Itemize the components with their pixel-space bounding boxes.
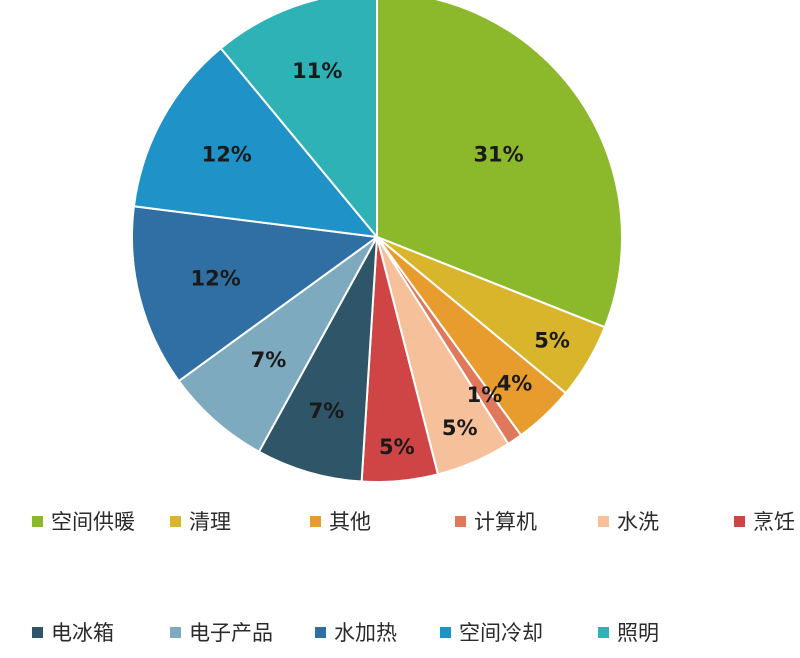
legend-label: 水加热: [334, 621, 397, 645]
data-label-1: 5%: [534, 329, 570, 353]
legend-label: 计算机: [474, 510, 537, 534]
pie-data-labels: 31%5%4%1%5%5%7%7%12%12%11%: [191, 59, 570, 459]
legend-label: 其他: [329, 510, 371, 534]
legend-swatch: [455, 515, 466, 527]
legend-swatch: [440, 626, 451, 638]
data-label-4: 5%: [442, 416, 478, 440]
data-label-3: 1%: [467, 383, 503, 407]
pie-slice-10: [219, 0, 378, 240]
legend-item-1: 清理: [170, 506, 231, 536]
pie-slice-9: [132, 46, 380, 239]
legend-label: 烹饪: [753, 510, 795, 534]
data-label-6: 7%: [309, 399, 345, 423]
legend-swatch: [310, 515, 321, 527]
legend-item-7: 电子产品: [170, 617, 273, 647]
legend-label: 空间供暖: [51, 510, 135, 534]
legend-item-0: 空间供暖: [32, 506, 135, 536]
legend-item-2: 其他: [310, 506, 371, 536]
data-label-2: 4%: [497, 371, 533, 395]
pie-slices: [131, 0, 623, 483]
legend-item-3: 计算机: [455, 506, 537, 536]
legend-item-9: 空间冷却: [440, 617, 543, 647]
legend-item-8: 水加热: [315, 617, 397, 647]
legend-item-4: 水洗: [598, 506, 659, 536]
legend-label: 空间冷却: [459, 621, 543, 645]
pie-slice-8: [131, 205, 380, 383]
legend-swatch: [734, 515, 745, 527]
legend-swatch: [598, 626, 609, 638]
legend-swatch: [32, 515, 43, 527]
data-label-7: 7%: [251, 348, 287, 372]
data-label-10: 11%: [292, 59, 342, 83]
pie-slice-6: [257, 236, 378, 483]
legend-swatch: [170, 515, 181, 527]
pie-slice-0: [376, 0, 623, 329]
legend-label: 照明: [617, 621, 659, 645]
legend-item-10: 照明: [598, 617, 659, 647]
legend-label: 清理: [189, 510, 231, 534]
legend-swatch: [315, 626, 326, 638]
data-label-5: 5%: [379, 435, 415, 459]
legend-swatch: [32, 626, 43, 638]
legend-item-5: 烹饪: [734, 506, 795, 536]
legend-item-6: 电冰箱: [32, 617, 114, 647]
data-label-8: 12%: [191, 266, 241, 290]
data-label-0: 31%: [473, 142, 523, 166]
pie-slice-7: [177, 236, 378, 454]
legend-label: 水洗: [617, 510, 659, 534]
legend-swatch: [170, 626, 181, 638]
legend-label: 电子产品: [189, 621, 273, 645]
data-label-9: 12%: [202, 142, 252, 166]
legend-swatch: [598, 515, 609, 527]
legend-label: 电冰箱: [51, 621, 114, 645]
